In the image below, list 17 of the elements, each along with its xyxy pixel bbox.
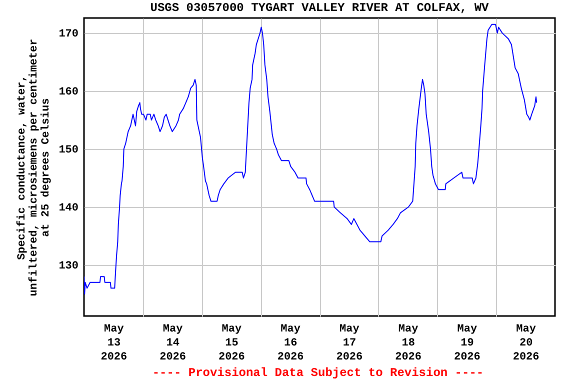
y-axis-title: Specific conductance, water, unfiltered, microsiemens per centimeter at 25 degrees Celsius <box>16 38 53 296</box>
x-tick-label: May 13 2026 <box>100 324 128 364</box>
y-tick-label: 140 <box>58 202 78 215</box>
x-tick-label: May 15 2026 <box>218 324 245 364</box>
x-tick-label: May 18 2026 <box>395 324 422 364</box>
y-tick-label: 130 <box>58 260 78 272</box>
x-tick-label: May 14 2026 <box>160 324 186 364</box>
x-tick-label: May 16 2026 <box>277 324 304 364</box>
y-tick-label: 170 <box>58 28 78 41</box>
x-tick-label: May 20 2026 <box>512 324 540 364</box>
line-series <box>84 24 538 294</box>
text: ---- Provisional Data Subject to Revision ---- <box>151 366 485 380</box>
y-tick-label: 160 <box>58 86 78 99</box>
x-tick-label: May 17 2026 <box>336 324 363 364</box>
y-tick-label: 150 <box>58 144 78 157</box>
chart-title: USGS 03057000 TYGART VALLEY RIVER AT COLFAX, WV <box>150 1 490 15</box>
x-tick-label: May 19 2026 <box>454 324 480 364</box>
